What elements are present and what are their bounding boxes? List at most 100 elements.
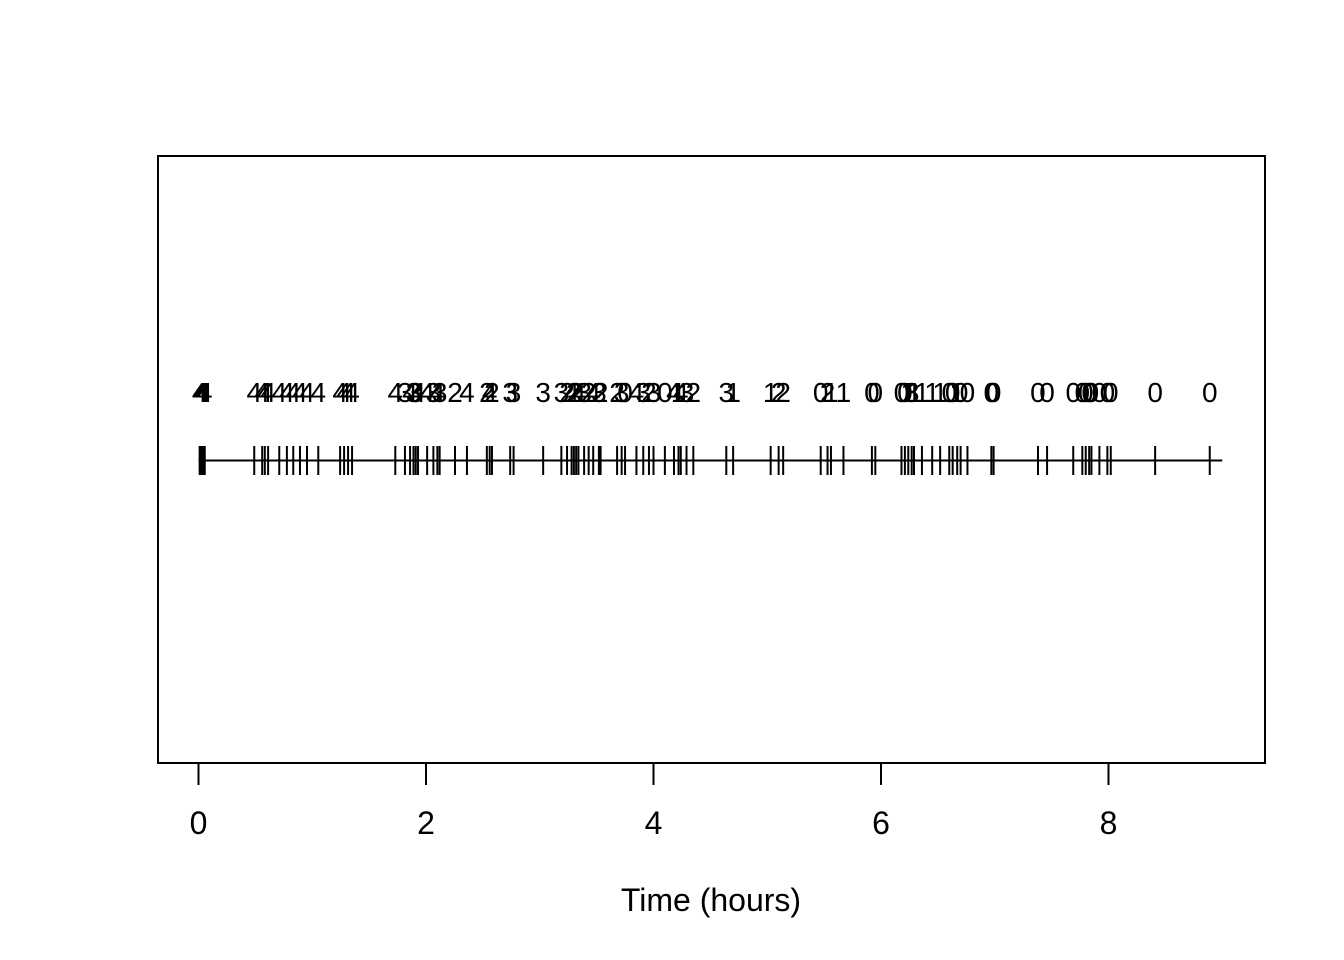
event-label: 2 (484, 377, 500, 408)
event-label: 0 (1100, 377, 1116, 408)
event-label: 0 (1084, 377, 1100, 408)
event-label: 0 (868, 377, 884, 408)
event-label: 4 (459, 377, 475, 408)
event-label: 3 (576, 377, 592, 408)
event-label: 4 (246, 377, 262, 408)
event-label: 4 (292, 377, 308, 408)
x-axis-tick-label: 0 (190, 805, 208, 841)
event-label: 4 (279, 377, 295, 408)
event-label: 3 (614, 377, 630, 408)
event-label: 4 (402, 377, 418, 408)
event-label: 4 (332, 377, 348, 408)
x-axis-tick-label: 6 (872, 805, 890, 841)
event-label: 0 (1147, 377, 1163, 408)
event-label: 0 (1065, 377, 1081, 408)
event-label: 1 (932, 377, 948, 408)
event-label: 1 (901, 377, 917, 408)
event-label: 0 (1202, 377, 1218, 408)
event-label: 4 (673, 377, 689, 408)
event-label: 4 (260, 377, 276, 408)
event-label: 3 (679, 377, 695, 408)
event-label: 4 (254, 377, 270, 408)
event-label: 3 (406, 377, 422, 408)
event-label: 2 (581, 377, 597, 408)
event-label: 0 (945, 377, 961, 408)
event-label: 2 (566, 377, 582, 408)
event-label: 4 (257, 377, 273, 408)
plot-border (157, 155, 1266, 764)
x-axis: 0 2 4 6 8 (190, 763, 1118, 841)
event-label: 0 (986, 377, 1002, 408)
event-label: 4 (299, 377, 315, 408)
event-label: 2 (775, 377, 791, 408)
event-label: 1 (949, 377, 965, 408)
event-label: 3 (904, 377, 920, 408)
event-label: 2 (479, 377, 495, 408)
event-label: 0 (953, 377, 969, 408)
event-label: 3 (535, 377, 551, 408)
event-label: 4 (482, 377, 498, 408)
event-label: 4 (340, 377, 356, 408)
event-label: 4 (336, 377, 352, 408)
event-label: 4 (285, 377, 301, 408)
event-label: 3 (719, 377, 735, 408)
event-label: 4 (564, 377, 580, 408)
event-label: 0 (1081, 377, 1097, 408)
event-label: 1 (725, 377, 741, 408)
event-label: 3 (554, 377, 570, 408)
event-label: 2 (820, 377, 836, 408)
event-label: 3 (506, 377, 522, 408)
event-label: 1 (836, 377, 852, 408)
event-label: 1 (924, 377, 940, 408)
x-axis-tick-label: 8 (1100, 805, 1118, 841)
event-label: 4 (419, 377, 435, 408)
event-label: 3 (397, 377, 413, 408)
event-label: 4 (271, 377, 287, 408)
event-label: 4 (197, 377, 213, 408)
event-label: 2 (609, 377, 625, 408)
event-label: 0 (1078, 377, 1094, 408)
event-label: 0 (864, 377, 880, 408)
event-label: 0 (1092, 377, 1108, 408)
event-label: 0 (1039, 377, 1055, 408)
event-label: 4 (666, 377, 682, 408)
event-label: 4 (571, 377, 587, 408)
event-label: 3 (408, 377, 424, 408)
event-label: 2 (559, 377, 575, 408)
event-label: 0 (960, 377, 976, 408)
event-label: 4 (192, 377, 208, 408)
event-label: 4 (629, 377, 645, 408)
event-label: 3 (426, 377, 442, 408)
event-label: 0 (617, 377, 633, 408)
event-label: 2 (568, 377, 584, 408)
event-label: 3 (502, 377, 518, 408)
event-label: 0 (1030, 377, 1046, 408)
event-label: 3 (646, 377, 662, 408)
x-axis-tick-label: 4 (645, 805, 663, 841)
event-label: 4 (344, 377, 360, 408)
event-label: 4 (387, 377, 403, 408)
event-label: 2 (447, 377, 463, 408)
event-label: 2 (686, 377, 702, 408)
event-label: 0 (657, 377, 673, 408)
event-label: 2 (593, 377, 609, 408)
event-label: 3 (432, 377, 448, 408)
event-label: 1 (763, 377, 779, 408)
event-label: 4 (410, 377, 426, 408)
event-label: 4 (194, 377, 210, 408)
event-label: 0 (1075, 377, 1091, 408)
event-label: 4 (585, 377, 601, 408)
event-label: 0 (941, 377, 957, 408)
event-label: 0 (894, 377, 910, 408)
event-label: 0 (813, 377, 829, 408)
event-label: 3 (635, 377, 651, 408)
event-label: 1 (671, 377, 687, 408)
x-axis-tick-label: 2 (417, 805, 435, 841)
event-label: 0 (1103, 377, 1119, 408)
event-rug (198, 446, 1211, 475)
x-axis-title: Time (hours) (621, 882, 801, 918)
event-label: 2 (771, 377, 787, 408)
